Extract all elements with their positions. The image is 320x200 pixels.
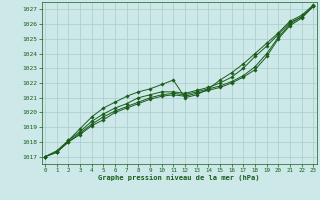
X-axis label: Graphe pression niveau de la mer (hPa): Graphe pression niveau de la mer (hPa) bbox=[99, 175, 260, 181]
